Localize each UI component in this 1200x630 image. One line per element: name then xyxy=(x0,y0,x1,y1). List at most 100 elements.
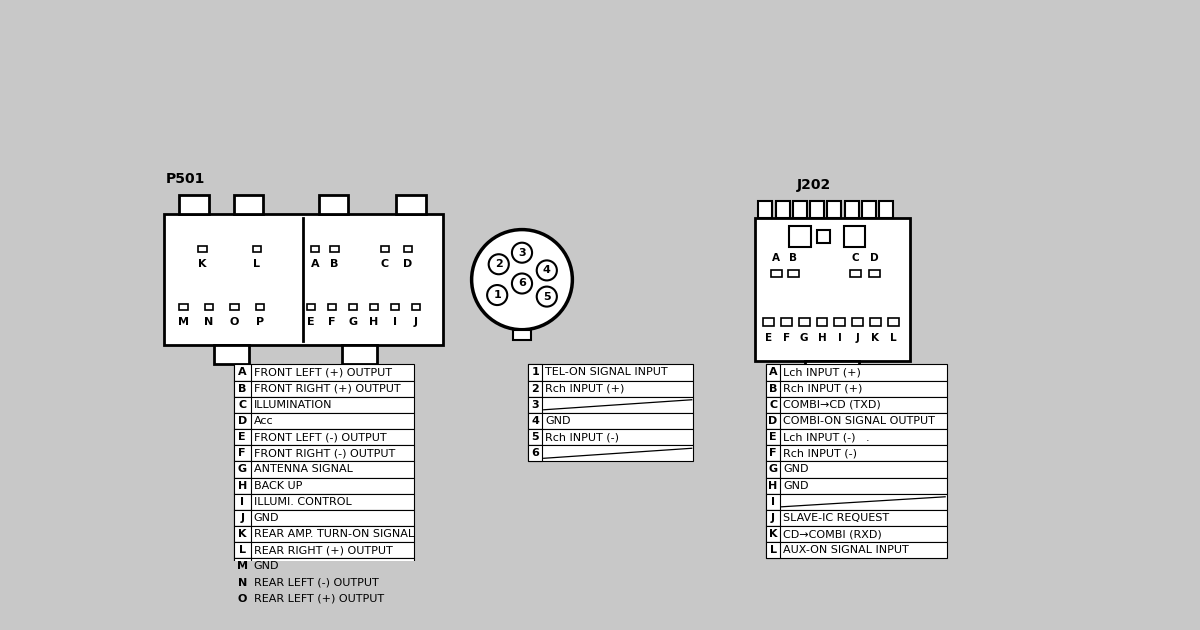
Bar xyxy=(234,461,251,478)
Bar xyxy=(234,558,414,575)
Bar xyxy=(179,304,187,310)
Text: 2: 2 xyxy=(494,260,503,269)
Text: I: I xyxy=(838,333,841,343)
Bar xyxy=(234,445,414,461)
Text: CD→COMBI (RXD): CD→COMBI (RXD) xyxy=(784,529,882,539)
Bar xyxy=(880,201,893,218)
Text: I: I xyxy=(772,497,775,507)
Text: E: E xyxy=(769,432,776,442)
Text: E: E xyxy=(307,317,316,326)
Text: 3: 3 xyxy=(518,248,526,258)
Text: G: G xyxy=(800,333,809,343)
Bar xyxy=(234,542,251,558)
Bar xyxy=(766,461,947,478)
Bar xyxy=(799,318,810,326)
Circle shape xyxy=(536,287,557,307)
Text: L: L xyxy=(769,546,776,555)
Circle shape xyxy=(512,243,532,263)
Bar xyxy=(234,575,251,591)
Circle shape xyxy=(512,273,532,294)
Bar xyxy=(766,542,947,558)
Text: REAR LEFT (-) OUTPUT: REAR LEFT (-) OUTPUT xyxy=(254,578,379,588)
Text: 1: 1 xyxy=(532,367,539,377)
Bar xyxy=(180,195,209,214)
Text: K: K xyxy=(769,529,778,539)
Text: FRONT RIGHT (-) OUTPUT: FRONT RIGHT (-) OUTPUT xyxy=(254,449,395,458)
Bar xyxy=(758,201,773,218)
Bar xyxy=(862,201,876,218)
Text: G: G xyxy=(238,464,247,474)
Bar xyxy=(528,364,542,381)
Bar xyxy=(766,478,947,494)
Text: J: J xyxy=(772,513,775,523)
Text: J: J xyxy=(414,317,418,326)
Text: K: K xyxy=(238,529,246,539)
Bar xyxy=(528,429,694,445)
Text: C: C xyxy=(852,253,859,263)
Bar xyxy=(766,364,947,381)
Bar xyxy=(805,360,859,377)
Bar xyxy=(810,201,824,218)
Bar xyxy=(412,304,420,310)
Bar xyxy=(234,413,414,429)
Bar xyxy=(528,364,694,381)
Text: GND: GND xyxy=(545,416,571,426)
Text: Rch INPUT (-): Rch INPUT (-) xyxy=(545,432,619,442)
Bar xyxy=(788,270,799,277)
Bar xyxy=(234,510,414,526)
Text: B: B xyxy=(769,384,778,394)
Bar xyxy=(234,558,251,575)
Bar xyxy=(234,413,251,429)
Bar xyxy=(380,246,389,252)
Text: J202: J202 xyxy=(797,178,832,192)
Text: F: F xyxy=(782,333,790,343)
Text: 1: 1 xyxy=(493,290,502,300)
Text: D: D xyxy=(870,253,878,263)
Bar xyxy=(816,229,830,243)
Bar xyxy=(766,526,947,542)
Bar xyxy=(766,413,947,429)
Text: Rch INPUT (+): Rch INPUT (+) xyxy=(545,384,625,394)
Text: Acc: Acc xyxy=(254,416,274,426)
Text: L: L xyxy=(239,546,246,555)
Text: B: B xyxy=(238,384,246,394)
Text: Lch INPUT (+): Lch INPUT (+) xyxy=(784,367,862,377)
Text: I: I xyxy=(240,497,245,507)
Text: F: F xyxy=(239,449,246,458)
Text: GND: GND xyxy=(784,481,809,491)
Bar xyxy=(763,318,774,326)
Text: A: A xyxy=(311,259,319,269)
Text: D: D xyxy=(403,259,413,269)
Text: GND: GND xyxy=(784,464,809,474)
Text: ANTENNA SIGNAL: ANTENNA SIGNAL xyxy=(254,464,353,474)
Bar xyxy=(793,201,806,218)
Bar xyxy=(766,429,780,445)
Text: COMBI-ON SIGNAL OUTPUT: COMBI-ON SIGNAL OUTPUT xyxy=(784,416,935,426)
Bar xyxy=(827,201,841,218)
Text: D: D xyxy=(768,416,778,426)
Bar xyxy=(234,381,251,397)
Text: 5: 5 xyxy=(542,292,551,302)
Bar xyxy=(253,246,262,252)
Bar xyxy=(234,526,251,542)
Bar xyxy=(230,304,239,310)
Bar xyxy=(816,318,827,326)
Text: B: B xyxy=(790,253,797,263)
Text: TEL-ON SIGNAL INPUT: TEL-ON SIGNAL INPUT xyxy=(545,367,668,377)
Text: SLAVE-IC REQUEST: SLAVE-IC REQUEST xyxy=(784,513,889,523)
Bar xyxy=(528,397,542,413)
Bar xyxy=(328,304,336,310)
Bar xyxy=(766,494,780,510)
Bar xyxy=(234,429,251,445)
Text: REAR LEFT (+) OUTPUT: REAR LEFT (+) OUTPUT xyxy=(254,594,384,604)
Text: E: E xyxy=(764,333,772,343)
Bar xyxy=(834,318,845,326)
Text: J: J xyxy=(240,513,245,523)
Circle shape xyxy=(487,285,508,305)
Bar xyxy=(528,445,694,461)
Text: 6: 6 xyxy=(518,278,526,289)
Bar xyxy=(234,591,414,607)
Bar xyxy=(234,195,263,214)
Text: GND: GND xyxy=(254,513,280,523)
Text: 5: 5 xyxy=(532,432,539,442)
